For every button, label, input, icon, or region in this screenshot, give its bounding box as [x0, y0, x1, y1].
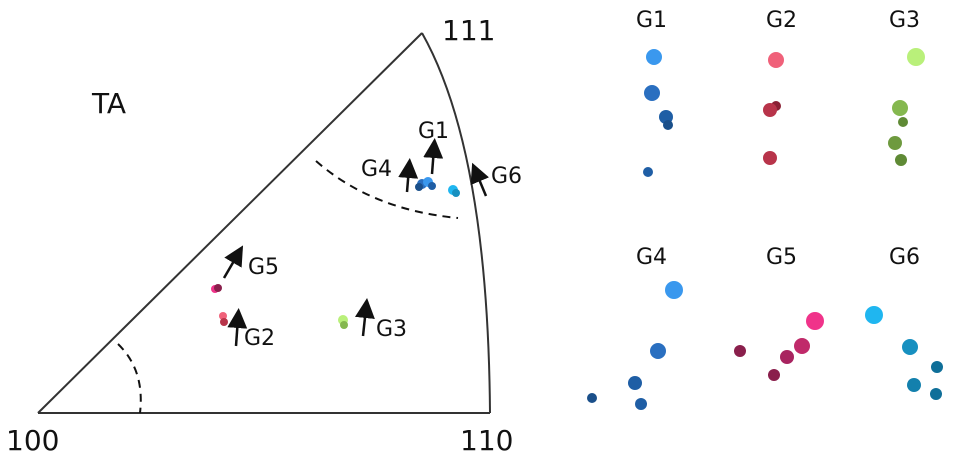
arrow-g5 — [222, 245, 244, 279]
grain-g2-points — [219, 312, 228, 326]
panel-point — [907, 378, 921, 392]
panel-point — [763, 151, 777, 165]
grain-point — [214, 284, 222, 292]
grain-g6-points — [448, 185, 460, 197]
panel-title-g2: G2 — [766, 8, 797, 33]
corner-label-100: 100 — [6, 424, 59, 456]
panel-title-g4: G4 — [636, 245, 667, 270]
corner-label-111: 111 — [442, 14, 495, 47]
triangle-left-edge — [37, 32, 423, 414]
triangle-grain-points — [211, 177, 460, 329]
panel-title-g1: G1 — [636, 8, 667, 33]
ipf-triangle — [37, 32, 491, 414]
panel-g1-points — [643, 49, 673, 177]
panel-point — [895, 154, 907, 166]
panel-point — [628, 376, 642, 390]
grain-g5-points — [211, 284, 222, 293]
triangle-label-g5: G5 — [248, 255, 279, 280]
panel-point — [643, 167, 653, 177]
panel-point — [780, 350, 794, 364]
panel-title-g3: G3 — [889, 8, 920, 33]
panel-point — [665, 281, 683, 299]
loading-direction-label: TA — [91, 87, 126, 120]
arrow-g2 — [227, 308, 248, 347]
panel-point — [902, 339, 918, 355]
panel-point — [898, 117, 908, 127]
panel-point — [768, 52, 784, 68]
panel-point — [907, 48, 925, 66]
panel-g2-points — [763, 52, 784, 165]
panel-point — [865, 306, 883, 324]
panel-g3-points — [888, 48, 925, 166]
panel-point — [763, 103, 777, 117]
grain-g3-points — [338, 315, 348, 329]
grain-point — [428, 182, 436, 190]
panel-point — [646, 49, 662, 65]
arrow-g3 — [354, 298, 375, 337]
panel-point — [768, 369, 780, 381]
grain-g1-points — [415, 177, 436, 191]
panel-point — [892, 100, 908, 116]
arrow-g4 — [398, 158, 419, 193]
grain-point — [219, 312, 227, 320]
panel-point — [635, 398, 647, 410]
panel-point — [806, 312, 824, 330]
panel-g6-points — [865, 306, 943, 400]
triangle-label-g6: G6 — [491, 164, 522, 189]
panel-g5-points — [734, 312, 824, 381]
grain-arrows — [222, 138, 490, 347]
panel-point — [931, 361, 943, 373]
panel-point — [794, 338, 810, 354]
triangle-arc-edge — [421, 32, 491, 414]
dashed-boundary-top — [315, 160, 459, 219]
panel-title-g6: G6 — [889, 245, 920, 270]
grain-point — [220, 318, 228, 326]
arrow-g1 — [423, 138, 444, 175]
grain-point — [452, 189, 460, 197]
triangle-label-g4: G4 — [361, 157, 392, 182]
panel-point — [734, 345, 746, 357]
grain-point — [340, 321, 348, 329]
panel-point — [644, 85, 660, 101]
panel-g4-points — [587, 281, 683, 410]
panel-point — [650, 343, 666, 359]
dashed-boundary-corner — [117, 343, 142, 414]
panel-point — [930, 388, 942, 400]
corner-label-110: 110 — [460, 424, 513, 456]
triangle-label-g1: G1 — [418, 119, 449, 144]
panel-point — [888, 136, 902, 150]
panel-point — [587, 393, 597, 403]
triangle-label-g3: G3 — [376, 317, 407, 342]
panel-point — [663, 120, 673, 130]
grain-point — [415, 183, 423, 191]
panel-title-g5: G5 — [766, 245, 797, 270]
triangle-label-g2: G2 — [244, 326, 275, 351]
arrow-g6 — [470, 162, 490, 197]
